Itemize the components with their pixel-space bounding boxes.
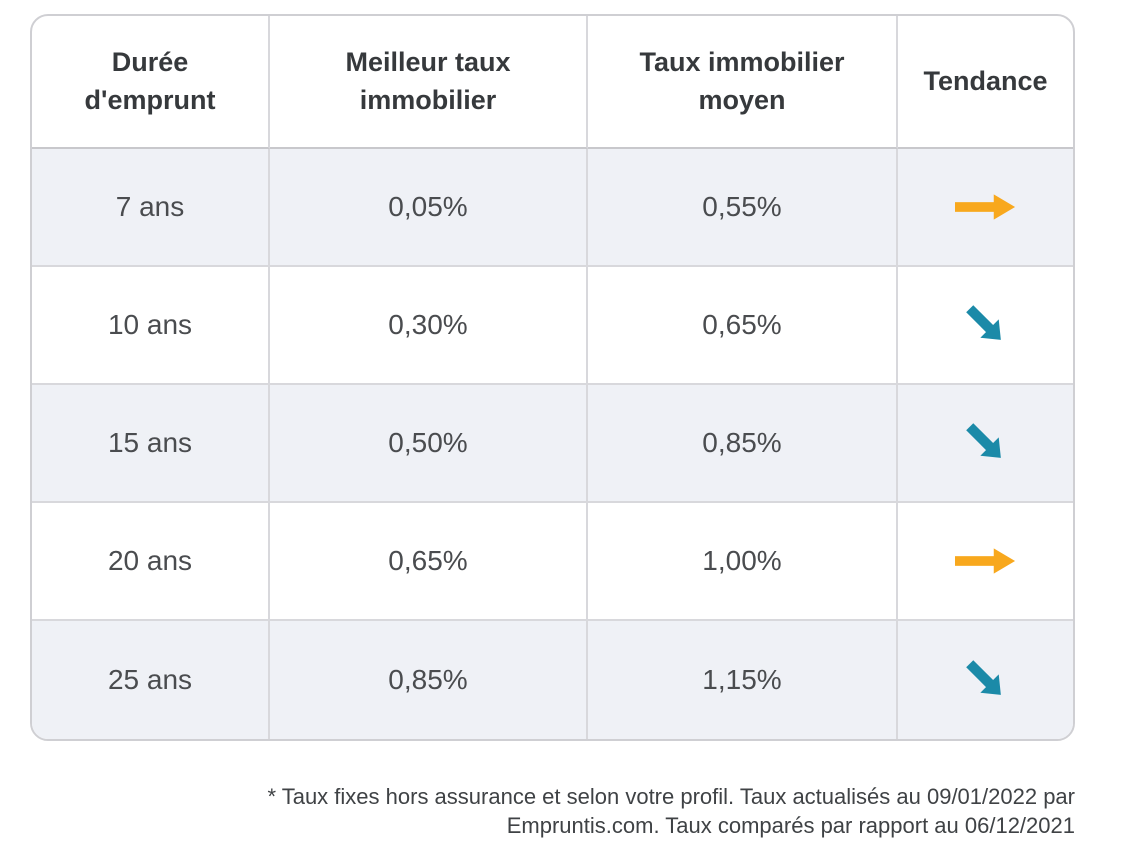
arrow-right-icon bbox=[954, 194, 1015, 220]
table-header-row: Durée d'emprunt Meilleur taux immobilier… bbox=[32, 16, 1073, 149]
cell-best-rate: 0,05% bbox=[270, 149, 588, 267]
table-row: 25 ans 0,85% 1,15% bbox=[32, 621, 1073, 739]
cell-trend bbox=[898, 385, 1073, 503]
header-trend: Tendance bbox=[898, 16, 1073, 149]
table-row: 20 ans 0,65% 1,00% bbox=[32, 503, 1073, 621]
footnote-line-1: * Taux fixes hors assurance et selon vot… bbox=[267, 784, 1075, 809]
cell-best-rate: 0,50% bbox=[270, 385, 588, 503]
cell-average-rate: 1,15% bbox=[588, 621, 898, 739]
arrow-down-right-icon bbox=[965, 305, 1001, 340]
cell-duration: 10 ans bbox=[32, 267, 270, 385]
mortgage-rates-table: Durée d'emprunt Meilleur taux immobilier… bbox=[30, 14, 1075, 741]
arrow-down-right-icon bbox=[965, 423, 1001, 458]
table-footnote: * Taux fixes hors assurance et selon vot… bbox=[30, 782, 1075, 840]
table-row: 10 ans 0,30% 0,65% bbox=[32, 267, 1073, 385]
cell-trend bbox=[898, 503, 1073, 621]
header-average-rate: Taux immobilier moyen bbox=[588, 16, 898, 149]
cell-average-rate: 0,85% bbox=[588, 385, 898, 503]
cell-duration: 7 ans bbox=[32, 149, 270, 267]
footnote-line-2: Empruntis.com. Taux comparés par rapport… bbox=[506, 813, 1075, 839]
cell-best-rate: 0,65% bbox=[270, 503, 588, 621]
header-duration: Durée d'emprunt bbox=[32, 16, 270, 149]
cell-average-rate: 1,00% bbox=[588, 503, 898, 621]
cell-trend bbox=[898, 267, 1073, 385]
cell-average-rate: 0,55% bbox=[588, 149, 898, 267]
arrow-right-icon bbox=[954, 548, 1015, 574]
header-best-rate: Meilleur taux immobilier bbox=[270, 16, 588, 149]
cell-duration: 25 ans bbox=[32, 621, 270, 739]
cell-best-rate: 0,30% bbox=[270, 267, 588, 385]
cell-trend bbox=[898, 149, 1073, 267]
cell-duration: 20 ans bbox=[32, 503, 270, 621]
cell-average-rate: 0,65% bbox=[588, 267, 898, 385]
arrow-down-right-icon bbox=[965, 660, 1001, 695]
table-row: 7 ans 0,05% 0,55% bbox=[32, 149, 1073, 267]
cell-trend bbox=[898, 621, 1073, 739]
cell-best-rate: 0,85% bbox=[270, 621, 588, 739]
cell-duration: 15 ans bbox=[32, 385, 270, 503]
table-row: 15 ans 0,50% 0,85% bbox=[32, 385, 1073, 503]
